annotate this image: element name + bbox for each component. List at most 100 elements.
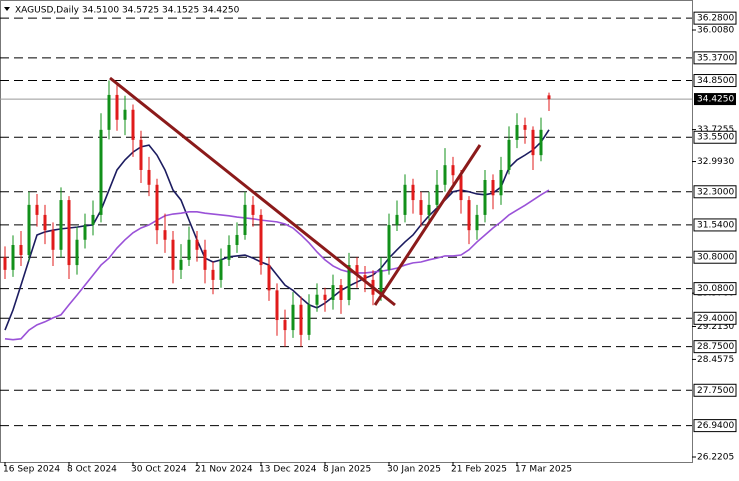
- candle-body: [467, 200, 471, 231]
- candle-body: [491, 180, 495, 196]
- candle-body: [115, 94, 119, 120]
- candle-body: [19, 245, 23, 256]
- last-price-label: 34.4250: [697, 95, 734, 105]
- symbol-icon: [4, 7, 10, 11]
- candle-body: [379, 269, 383, 295]
- level-label: 28.7500: [697, 342, 734, 352]
- level-label: 31.5400: [697, 220, 734, 230]
- candle-body: [459, 175, 463, 201]
- level-label: 30.8000: [697, 253, 734, 263]
- candle-body: [275, 290, 279, 321]
- candle-body: [155, 184, 159, 231]
- candle-body: [211, 269, 215, 280]
- level-label-box: [693, 130, 737, 144]
- candle-body: [267, 265, 271, 291]
- candle-body: [171, 239, 175, 270]
- candle-body: [283, 320, 287, 331]
- candle-body: [163, 230, 167, 240]
- x-tick-label: 21 Nov 2024: [195, 465, 253, 475]
- y-tick-label: 33.7255: [697, 125, 734, 135]
- candle-body: [11, 245, 15, 270]
- candle-body: [291, 304, 295, 331]
- x-tick-label: 8 Jan 2025: [323, 465, 371, 475]
- trend-line: [373, 144, 482, 306]
- level-label: 35.3700: [697, 53, 734, 63]
- candle-body: [315, 294, 319, 305]
- candle-body: [179, 259, 183, 270]
- level-label-box: [693, 340, 737, 354]
- candle-body: [195, 239, 199, 250]
- candle-body: [35, 204, 39, 215]
- candle-body: [323, 294, 327, 300]
- x-tick-label: 16 Sep 2024: [3, 465, 60, 475]
- candle-body: [147, 169, 151, 185]
- candle-body: [75, 239, 79, 266]
- level-label: 30.0800: [697, 284, 734, 294]
- candle-body: [107, 94, 111, 130]
- candle-body: [187, 239, 191, 260]
- level-label-box: [693, 282, 737, 296]
- last-price-box: [694, 93, 736, 106]
- level-label-box: [693, 419, 737, 433]
- x-tick-label: 30 Oct 2024: [131, 465, 187, 475]
- candle-body: [251, 204, 255, 215]
- candle-body: [331, 285, 335, 300]
- candle-body: [451, 165, 455, 176]
- candle-body: [59, 200, 63, 250]
- level-label: 33.5500: [697, 133, 734, 143]
- level-label-box: [693, 250, 737, 264]
- candle-body: [515, 125, 519, 140]
- candle-body: [99, 129, 103, 215]
- level-label: 26.9400: [697, 421, 734, 431]
- candle-body: [91, 214, 95, 225]
- candle-body: [259, 214, 263, 266]
- candle-body: [67, 200, 71, 266]
- candle-body: [363, 275, 367, 280]
- y-tick-label: 32.9930: [697, 157, 734, 167]
- candle-body: [443, 165, 447, 185]
- candle-body: [531, 129, 535, 156]
- y-tick-label: 28.4575: [697, 355, 734, 365]
- candle-body: [139, 139, 143, 170]
- trend-line: [109, 76, 396, 307]
- level-label: 34.8500: [697, 76, 734, 86]
- level-label: 32.3000: [697, 187, 734, 197]
- candle-body: [387, 224, 391, 270]
- candle-body: [299, 304, 303, 335]
- candle-body: [307, 304, 311, 335]
- candle-body: [347, 265, 351, 300]
- candle-body: [131, 109, 135, 140]
- moving-average: [4, 129, 550, 331]
- candle-body: [499, 169, 503, 196]
- candle-body: [123, 109, 127, 120]
- y-tick-label: 26.2205: [697, 453, 734, 463]
- candle-body: [3, 257, 7, 270]
- candle-body: [203, 249, 207, 270]
- level-label-box: [693, 185, 737, 199]
- candle-body: [83, 224, 87, 240]
- candle-body: [539, 129, 543, 156]
- candle-body: [403, 184, 407, 215]
- candle-body: [435, 184, 439, 205]
- candle-body: [419, 200, 423, 215]
- candle-body: [219, 259, 223, 280]
- candle-body: [475, 214, 479, 231]
- level-label-box: [693, 311, 737, 325]
- level-label-box: [693, 218, 737, 232]
- candle-body: [339, 285, 343, 300]
- candle-body: [355, 265, 359, 276]
- x-tick-label: 17 Mar 2025: [515, 465, 572, 475]
- x-tick-label: 8 Oct 2024: [67, 465, 117, 475]
- candle-body: [51, 230, 55, 250]
- candle-body: [411, 184, 415, 201]
- chart-title: XAGUSD,Daily 34.5100 34.5725 34.1525 34.…: [15, 6, 240, 16]
- level-label-box: [693, 51, 737, 65]
- candle-body: [43, 214, 47, 231]
- candle-body: [523, 125, 527, 130]
- level-label: 27.7500: [697, 386, 734, 396]
- level-label: 29.4000: [697, 314, 734, 324]
- y-tick-label: 36.0080: [697, 26, 734, 36]
- level-label-box: [693, 383, 737, 397]
- level-label: 36.2800: [697, 14, 734, 24]
